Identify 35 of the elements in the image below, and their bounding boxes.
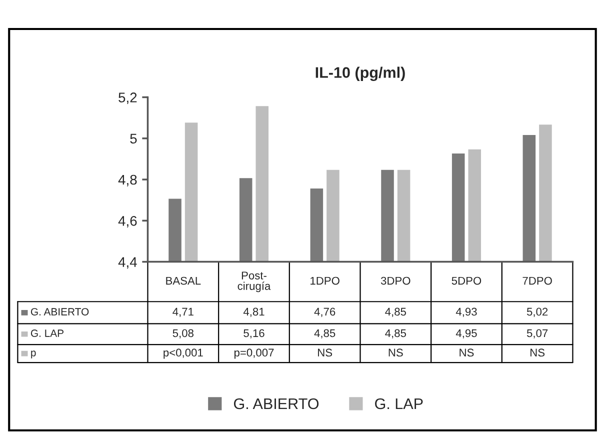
data-label: 4,85: [385, 329, 406, 338]
legend-label: G. ABIERTO: [234, 398, 319, 410]
data-label: 4,95: [456, 329, 477, 338]
data-label: 4,71: [172, 308, 194, 317]
text: p: [31, 350, 36, 358]
y-tick-label: 4,4: [118, 257, 137, 269]
data-label: 5,16: [244, 329, 264, 338]
x-tick-label: 7DPO: [522, 276, 552, 285]
x-tick-label: BASAL: [166, 276, 201, 285]
y-tick-label: 5,2: [118, 92, 137, 104]
text: p<0,001: [164, 348, 203, 359]
y-tick-label: 4,6: [118, 216, 137, 228]
data-label: 4,76: [314, 308, 336, 317]
data-label: 4,85: [385, 308, 406, 317]
text: NS: [388, 348, 403, 357]
text: p=0,007: [234, 348, 274, 359]
legend-label: G. LAP: [375, 398, 423, 410]
x-tick-label: 3DPO: [380, 276, 410, 285]
x-tick-label: 5DPO: [452, 276, 482, 285]
text: NS: [460, 348, 474, 357]
data-label: 5,08: [172, 329, 194, 338]
data-label: 4,85: [314, 329, 336, 338]
text: NS: [530, 348, 545, 357]
text: NS: [318, 348, 332, 357]
text: G. LAP: [30, 330, 64, 337]
chart-title: IL-10 (pg/ml): [316, 66, 405, 82]
data-label: 4,81: [243, 308, 264, 317]
data-label: 5,07: [526, 329, 548, 338]
x-tick-label: Post- cirugía: [238, 272, 271, 292]
y-tick-label: 4,8: [118, 174, 137, 186]
x-tick-label: 1DPO: [310, 276, 340, 285]
data-label: 4,93: [456, 308, 477, 317]
data-label: 5,02: [526, 308, 548, 317]
y-tick-label: 5: [130, 134, 137, 144]
text: G. ABIERTO: [30, 308, 89, 316]
